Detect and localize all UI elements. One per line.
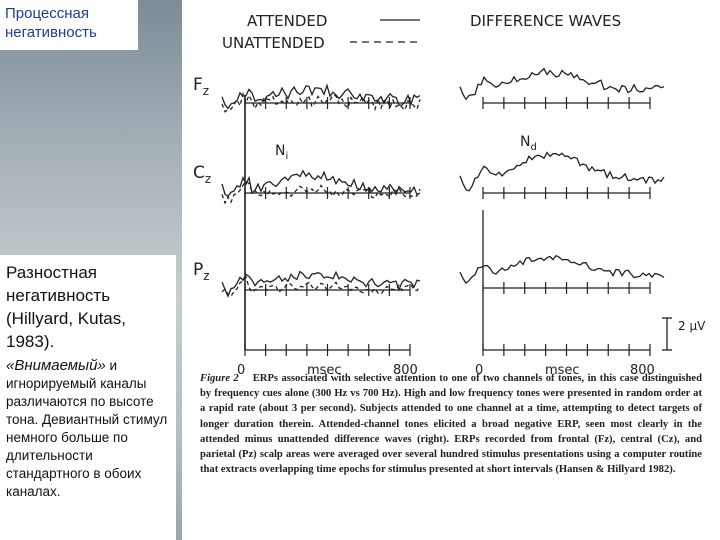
slide-title: Процессная негативность — [0, 0, 138, 50]
label-main: P — [193, 260, 203, 280]
italic-term: «Внимаемый» — [6, 357, 106, 374]
label-sub: i — [285, 151, 288, 162]
label-sub: z — [203, 269, 209, 283]
label-sub: z — [205, 172, 211, 186]
channel-label: Fz — [193, 75, 209, 98]
heading: Разностная негативность (Hillyard, Kutas… — [6, 263, 126, 351]
label-main: N — [275, 143, 285, 159]
axis-label: 0 — [237, 363, 245, 378]
axis-label: 800 — [630, 363, 655, 378]
text-box: Разностная негативность (Hillyard, Kutas… — [0, 255, 176, 540]
caption: Figure 2 ERPs associated with selective a… — [200, 371, 702, 477]
label-main: N — [520, 134, 530, 150]
difference-wave — [459, 254, 665, 285]
difference-wave — [459, 151, 665, 192]
attended-wave — [221, 270, 421, 299]
axis-label: msec — [307, 363, 342, 378]
difference-wave — [459, 67, 665, 101]
axis-label: msec — [545, 363, 580, 378]
channel-label: Pz — [193, 260, 210, 283]
label-sub: d — [530, 142, 536, 153]
figure — [182, 0, 720, 540]
body-text: и игнорируемый каналы различаются по выс… — [6, 358, 168, 499]
label-sub: z — [203, 84, 209, 98]
channel-label: Cz — [193, 163, 211, 186]
unattended-wave — [221, 91, 421, 113]
caption-label: Figure 2 — [200, 373, 239, 384]
caption-text: ERPs associated with selective attention… — [200, 373, 702, 476]
legend-label: ATTENDED — [247, 12, 327, 30]
unattended-wave — [221, 180, 421, 205]
legend-label: UNATTENDED — [222, 34, 325, 52]
right-title: DIFFERENCE WAVES — [470, 12, 621, 30]
peak-label: Ni — [275, 143, 288, 162]
label-main: F — [193, 75, 203, 95]
attended-wave — [221, 83, 421, 110]
body: «Внимаемый» и игнорируемый каналы различ… — [6, 357, 170, 501]
peak-label: Nd — [520, 134, 537, 153]
axis-label: 800 — [393, 363, 418, 378]
label-main: C — [193, 163, 205, 183]
scale-label: 2 μV — [678, 319, 706, 333]
axis-label: 0 — [475, 363, 483, 378]
